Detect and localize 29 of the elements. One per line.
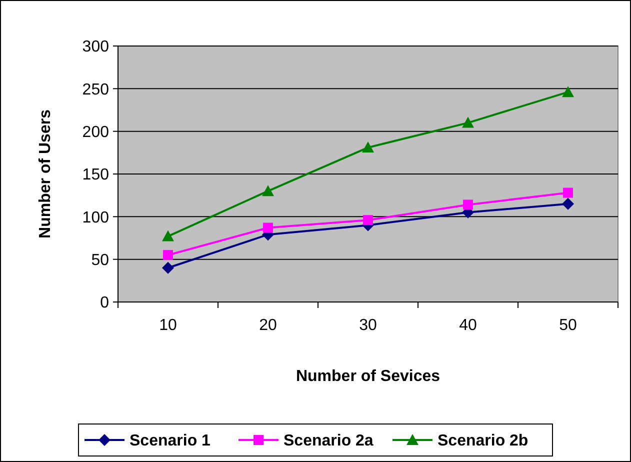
y-axis-title: Number of Users bbox=[37, 109, 54, 238]
x-tick-label: 30 bbox=[359, 317, 377, 334]
x-axis-title: Number of Sevices bbox=[296, 368, 440, 385]
point bbox=[162, 262, 174, 274]
point bbox=[463, 200, 473, 210]
x-tick-label: 40 bbox=[459, 317, 477, 334]
point bbox=[263, 222, 273, 233]
y-tick-label: 250 bbox=[82, 81, 110, 98]
point bbox=[362, 142, 374, 153]
y-tick-label: 150 bbox=[82, 166, 110, 184]
point bbox=[363, 215, 373, 226]
legend-label: Scenario 2b bbox=[438, 432, 528, 450]
legend-label: Scenario 2a bbox=[284, 432, 374, 450]
x-tick-label: 10 bbox=[159, 317, 177, 334]
y-tick-label: 100 bbox=[82, 209, 110, 226]
x-tick-label: 50 bbox=[559, 317, 577, 334]
x-tick-label: 20 bbox=[259, 317, 277, 334]
point bbox=[562, 198, 574, 210]
y-tick-label: 300 bbox=[82, 38, 110, 56]
y-tick-label: 50 bbox=[91, 252, 110, 269]
point bbox=[262, 185, 274, 196]
legend-label: Scenario 1 bbox=[130, 432, 211, 450]
point bbox=[562, 86, 574, 98]
y-tick-label: 200 bbox=[82, 124, 110, 141]
point bbox=[163, 250, 173, 260]
y-tick-label: 0 bbox=[100, 294, 110, 312]
point bbox=[563, 188, 573, 198]
point bbox=[162, 230, 174, 242]
point bbox=[462, 116, 474, 128]
